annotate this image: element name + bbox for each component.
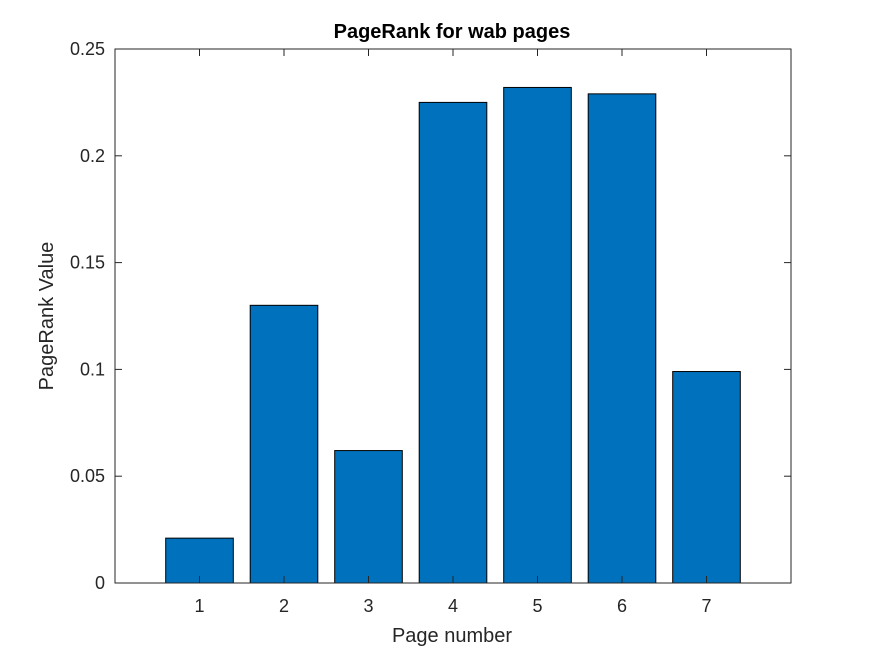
x-tick-label: 3 <box>363 596 373 616</box>
bar-group <box>165 86 741 584</box>
y-tick-label: 0.25 <box>70 39 105 59</box>
x-tick-label: 1 <box>194 596 204 616</box>
bar-6 <box>587 93 657 584</box>
bar-3 <box>334 450 403 584</box>
y-tick-label: 0.1 <box>80 359 105 379</box>
y-tick-label: 0.15 <box>70 253 105 273</box>
x-tick-label: 5 <box>532 596 542 616</box>
x-tick-label: 7 <box>701 596 711 616</box>
y-tick-label: 0.2 <box>80 146 105 166</box>
x-axis-label: Page number <box>392 625 512 647</box>
bar-1 <box>165 537 234 584</box>
y-tick-label: 0 <box>95 573 105 593</box>
x-tick-label: 4 <box>448 596 458 616</box>
y-axis: 0 0.05 0.1 0.15 0.2 0.25 <box>70 39 791 593</box>
bar-4 <box>418 101 488 584</box>
bar-5 <box>503 86 572 584</box>
x-tick-label: 2 <box>279 596 289 616</box>
x-tick-label: 6 <box>617 596 627 616</box>
chart-title: PageRank for wab pages <box>334 21 571 43</box>
bar-2 <box>249 304 319 584</box>
x-axis: 1 2 3 4 5 6 7 <box>194 49 712 616</box>
bar-7 <box>672 371 741 584</box>
y-axis-label: PageRank Value <box>36 242 58 391</box>
y-tick-label: 0.05 <box>70 466 105 486</box>
